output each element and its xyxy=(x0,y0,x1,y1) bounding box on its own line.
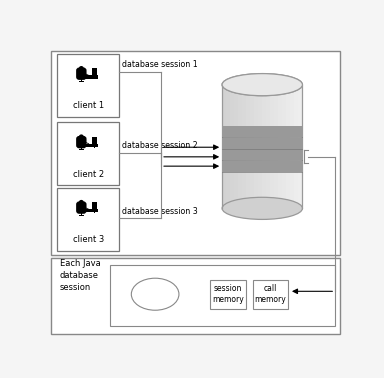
Bar xyxy=(246,85,250,208)
Bar xyxy=(92,68,98,75)
Bar xyxy=(81,213,82,216)
FancyBboxPatch shape xyxy=(76,136,86,148)
FancyBboxPatch shape xyxy=(51,258,340,333)
Ellipse shape xyxy=(222,74,303,96)
Text: Each Java
database
session: Each Java database session xyxy=(60,259,101,292)
FancyBboxPatch shape xyxy=(76,201,86,214)
Bar xyxy=(222,85,303,208)
Bar xyxy=(238,85,242,208)
Bar xyxy=(222,138,303,149)
Text: client 1: client 1 xyxy=(73,101,104,110)
Bar xyxy=(258,85,262,208)
Ellipse shape xyxy=(222,197,303,219)
FancyBboxPatch shape xyxy=(253,280,288,309)
FancyBboxPatch shape xyxy=(76,68,86,80)
Ellipse shape xyxy=(131,278,179,310)
Bar xyxy=(270,85,274,208)
FancyBboxPatch shape xyxy=(57,54,119,117)
Text: database session 2: database session 2 xyxy=(122,141,198,150)
FancyBboxPatch shape xyxy=(111,265,335,326)
Bar xyxy=(94,146,95,148)
Bar xyxy=(298,85,303,208)
Ellipse shape xyxy=(79,135,84,139)
Bar xyxy=(79,215,84,216)
Bar xyxy=(94,212,95,213)
Bar xyxy=(274,85,278,208)
Bar xyxy=(282,85,286,208)
Bar xyxy=(92,136,98,144)
Bar xyxy=(78,146,84,147)
FancyBboxPatch shape xyxy=(57,188,119,251)
Bar xyxy=(266,85,270,208)
FancyBboxPatch shape xyxy=(57,122,119,185)
Ellipse shape xyxy=(79,66,84,71)
Text: client 2: client 2 xyxy=(73,170,104,179)
Bar xyxy=(80,75,98,79)
Text: JVM: JVM xyxy=(147,290,163,299)
Bar xyxy=(81,79,82,82)
Bar xyxy=(80,209,98,212)
Bar xyxy=(242,85,246,208)
Ellipse shape xyxy=(222,74,303,96)
Text: session
memory: session memory xyxy=(212,284,244,304)
Text: database session 3: database session 3 xyxy=(122,207,198,216)
Bar xyxy=(234,85,238,208)
Text: call
memory: call memory xyxy=(255,284,286,304)
Bar xyxy=(290,85,295,208)
Bar xyxy=(254,85,258,208)
Bar xyxy=(226,85,230,208)
FancyBboxPatch shape xyxy=(51,51,340,255)
Bar xyxy=(79,81,84,82)
Bar xyxy=(94,78,95,79)
Bar xyxy=(92,202,98,209)
Bar xyxy=(222,85,226,208)
Bar xyxy=(222,149,303,160)
Bar xyxy=(222,126,303,137)
Bar xyxy=(80,144,98,147)
Bar xyxy=(278,85,282,208)
Bar xyxy=(81,147,82,150)
Bar xyxy=(250,85,254,208)
Ellipse shape xyxy=(79,200,84,205)
Bar xyxy=(78,211,84,213)
FancyBboxPatch shape xyxy=(210,280,246,309)
Bar xyxy=(79,149,84,150)
Text: database session 1: database session 1 xyxy=(122,60,198,69)
Bar xyxy=(78,77,84,79)
Bar xyxy=(286,85,290,208)
Bar xyxy=(230,85,234,208)
Text: client 3: client 3 xyxy=(73,235,104,244)
Bar xyxy=(222,161,303,172)
Bar xyxy=(262,85,266,208)
Bar xyxy=(295,85,298,208)
